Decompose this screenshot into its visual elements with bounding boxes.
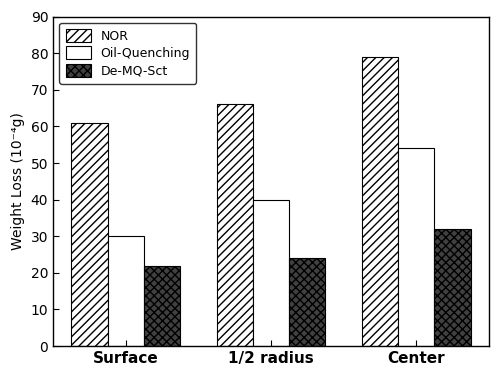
Bar xyxy=(144,265,180,346)
Y-axis label: Weight Loss (10⁻⁴g): Weight Loss (10⁻⁴g) xyxy=(11,112,25,250)
Bar xyxy=(216,104,253,346)
Bar xyxy=(253,199,289,346)
Bar xyxy=(434,229,470,346)
Bar xyxy=(289,258,326,346)
Bar xyxy=(398,149,434,346)
Bar xyxy=(72,123,108,346)
Legend: NOR, Oil-Quenching, De-MQ-Sct: NOR, Oil-Quenching, De-MQ-Sct xyxy=(60,23,196,84)
Bar xyxy=(108,236,144,346)
Bar xyxy=(362,57,398,346)
